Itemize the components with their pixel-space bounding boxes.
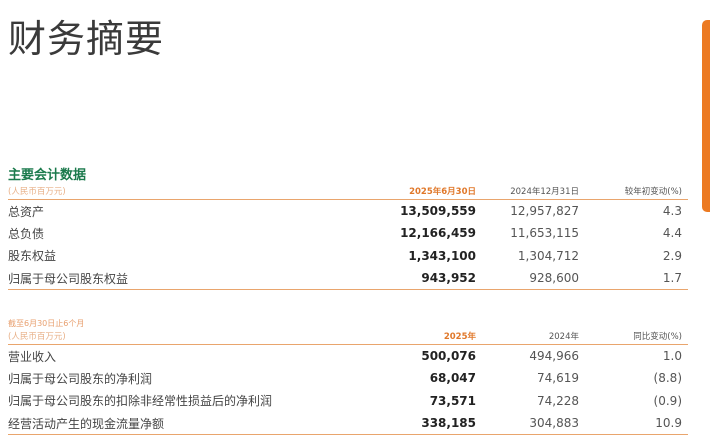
value-2025: 338,185	[421, 416, 476, 431]
value-2025: 500,076	[421, 349, 476, 364]
value-2024: 1,304,712	[517, 248, 579, 263]
change-percent: 4.3	[662, 204, 682, 219]
value-2025: 13,509,559	[400, 204, 476, 219]
value-2025: 73,571	[429, 393, 476, 408]
change-percent: 1.7	[662, 271, 682, 286]
value-2025: 12,166,459	[400, 226, 476, 241]
value-2024: 304,883	[529, 416, 579, 431]
row-label: 营业收入	[8, 349, 57, 364]
value-2025: 943,952	[421, 271, 476, 286]
value-2024: 12,957,827	[510, 204, 579, 219]
row-label: 归属于母公司股东的净利润	[8, 371, 153, 386]
page-title: 财务摘要	[8, 17, 165, 61]
table-row: 归属于母公司股东的净利润 68,047 74,619 (8.8)	[8, 367, 688, 389]
col-header: 2024年	[548, 332, 579, 342]
table-header: (人民币百万元) 2025年6月30日 2024年12月31日 较年初变动(%)	[8, 184, 688, 200]
row-label: 股东权益	[8, 249, 57, 264]
unit-label: (人民币百万元)	[8, 187, 66, 197]
unit-label: (人民币百万元)	[8, 332, 66, 342]
value-2025: 68,047	[429, 371, 476, 386]
table-row: 营业收入 500,076 494,966 1.0	[8, 345, 688, 367]
table-row: 总资产 13,509,559 12,957,827 4.3	[8, 200, 688, 222]
value-2025: 1,343,100	[408, 248, 476, 263]
row-label: 经营活动产生的现金流量净额	[8, 416, 165, 431]
row-label: 总负债	[8, 226, 45, 241]
change-percent: (8.8)	[653, 371, 682, 386]
col-header: 2025年6月30日	[409, 187, 476, 197]
change-percent: 2.9	[662, 248, 682, 263]
income-table: 截至6月30日止6个月 (人民币百万元) 2025年 2024年 同比变动(%)…	[8, 318, 688, 436]
row-label: 总资产	[8, 204, 45, 219]
table-row: 总负债 12,166,459 11,653,115 4.4	[8, 222, 688, 244]
value-2024: 74,619	[537, 371, 579, 386]
value-2024: 11,653,115	[510, 226, 579, 241]
change-percent: 10.9	[655, 416, 682, 431]
table-header: (人民币百万元) 2025年 2024年 同比变动(%)	[8, 329, 688, 345]
balance-table: (人民币百万元) 2025年6月30日 2024年12月31日 较年初变动(%)…	[8, 184, 688, 291]
change-percent: (0.9)	[653, 393, 682, 408]
table-row: 股东权益 1,343,100 1,304,712 2.9	[8, 245, 688, 267]
col-header: 较年初变动(%)	[624, 187, 682, 197]
row-label: 归属于母公司股东的扣除非经常性损益后的净利润	[8, 394, 273, 409]
section-tab	[702, 20, 710, 212]
value-2024: 494,966	[529, 349, 579, 364]
table-row: 归属于母公司股东的扣除非经常性损益后的净利润 73,571 74,228 (0.9)	[8, 390, 688, 412]
table-row: 归属于母公司股东权益 943,952 928,600 1.7	[8, 267, 688, 291]
value-2024: 928,600	[529, 271, 579, 286]
period-note: 截至6月30日止6个月	[8, 319, 85, 328]
change-percent: 1.0	[662, 349, 682, 364]
change-percent: 4.4	[662, 226, 682, 241]
value-2024: 74,228	[537, 393, 579, 408]
row-label: 归属于母公司股东权益	[8, 271, 129, 286]
col-header: 2025年	[443, 332, 476, 342]
col-header: 同比变动(%)	[633, 332, 682, 342]
section-heading: 主要会计数据	[8, 168, 87, 183]
col-header: 2024年12月31日	[510, 187, 579, 197]
table-row: 经营活动产生的现金流量净额 338,185 304,883 10.9	[8, 412, 688, 436]
